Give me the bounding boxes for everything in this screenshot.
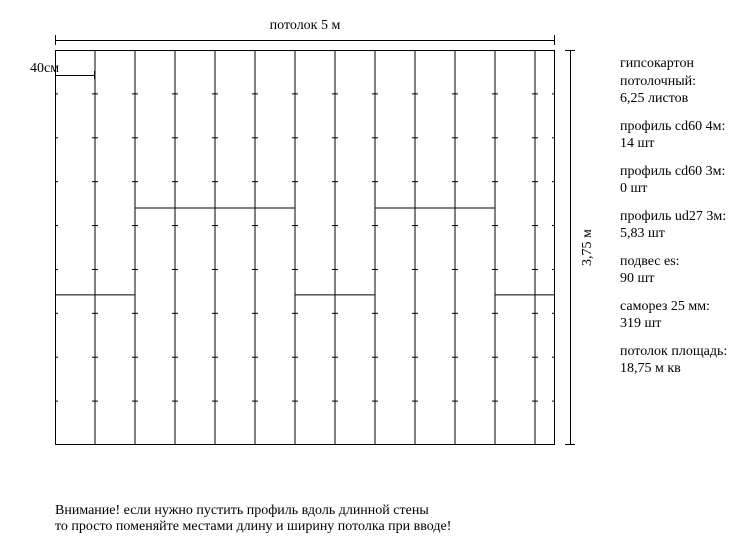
footer-line-2: то просто поменяйте местами длину и шири… [55,519,451,535]
top-dimension-line [55,40,555,41]
right-dimension-label: 3,75 м [580,50,596,445]
right-dimension-line [570,50,571,445]
material-item: потолок площадь: 18,75 м кв [620,343,730,378]
material-name: гипсокартон потолочный: [620,55,730,90]
materials-list: гипсокартон потолочный: 6,25 листов проф… [620,55,730,388]
material-name: профиль cd60 4м: [620,118,730,136]
material-value: 18,75 м кв [620,360,730,378]
footer-line-1: Внимание! если нужно пустить профиль вдо… [55,503,451,519]
material-item: профиль cd60 4м: 14 шт [620,118,730,153]
material-value: 5,83 шт [620,225,730,243]
material-value: 319 шт [620,315,730,333]
material-item: профиль cd60 3м: 0 шт [620,163,730,198]
material-value: 14 шт [620,135,730,153]
footer-note: Внимание! если нужно пустить профиль вдо… [55,503,451,535]
material-value: 90 шт [620,270,730,288]
material-item: саморез 25 мм: 319 шт [620,298,730,333]
material-item: профиль ud27 3м: 5,83 шт [620,208,730,243]
top-dimension-label: потолок 5 м [55,18,555,34]
material-item: подвес es: 90 шт [620,253,730,288]
material-name: профиль ud27 3м: [620,208,730,226]
material-name: потолок площадь: [620,343,730,361]
material-name: саморез 25 мм: [620,298,730,316]
material-name: профиль cd60 3м: [620,163,730,181]
material-name: подвес es: [620,253,730,271]
material-item: гипсокартон потолочный: 6,25 листов [620,55,730,108]
ceiling-diagram [55,50,555,445]
material-value: 6,25 листов [620,90,730,108]
material-value: 0 шт [620,180,730,198]
